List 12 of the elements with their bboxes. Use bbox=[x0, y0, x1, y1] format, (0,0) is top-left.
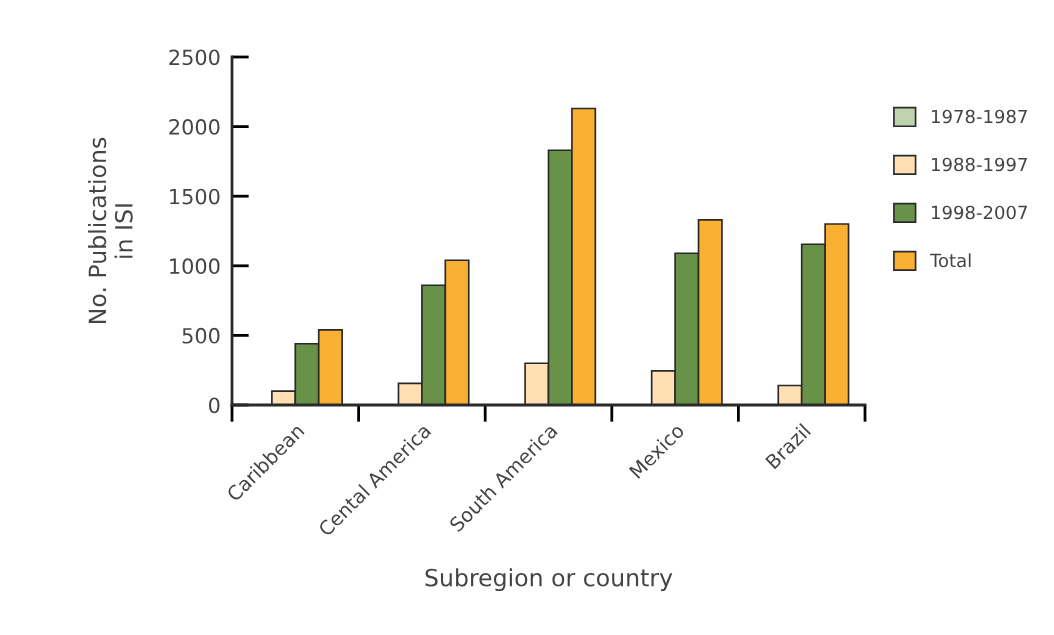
x-axis-title: Subregion or country bbox=[425, 568, 673, 592]
legend-label: 1988-1997 bbox=[932, 157, 1027, 172]
y-tick-label: 2000 bbox=[169, 119, 220, 135]
legend-label: 1998-2007 bbox=[932, 205, 1027, 220]
y-tick-label: 500 bbox=[182, 327, 220, 344]
legend-label: 1978-1987 bbox=[932, 109, 1027, 124]
y-tick-label: 1000 bbox=[170, 258, 220, 275]
y-axis-title: No. Publications in ISI bbox=[88, 137, 133, 323]
y-tick-label: 0 bbox=[209, 397, 220, 414]
legend-label: Total bbox=[929, 253, 971, 268]
y-tick-label: 1500 bbox=[170, 188, 220, 205]
y-tick-label: 2500 bbox=[169, 49, 220, 66]
